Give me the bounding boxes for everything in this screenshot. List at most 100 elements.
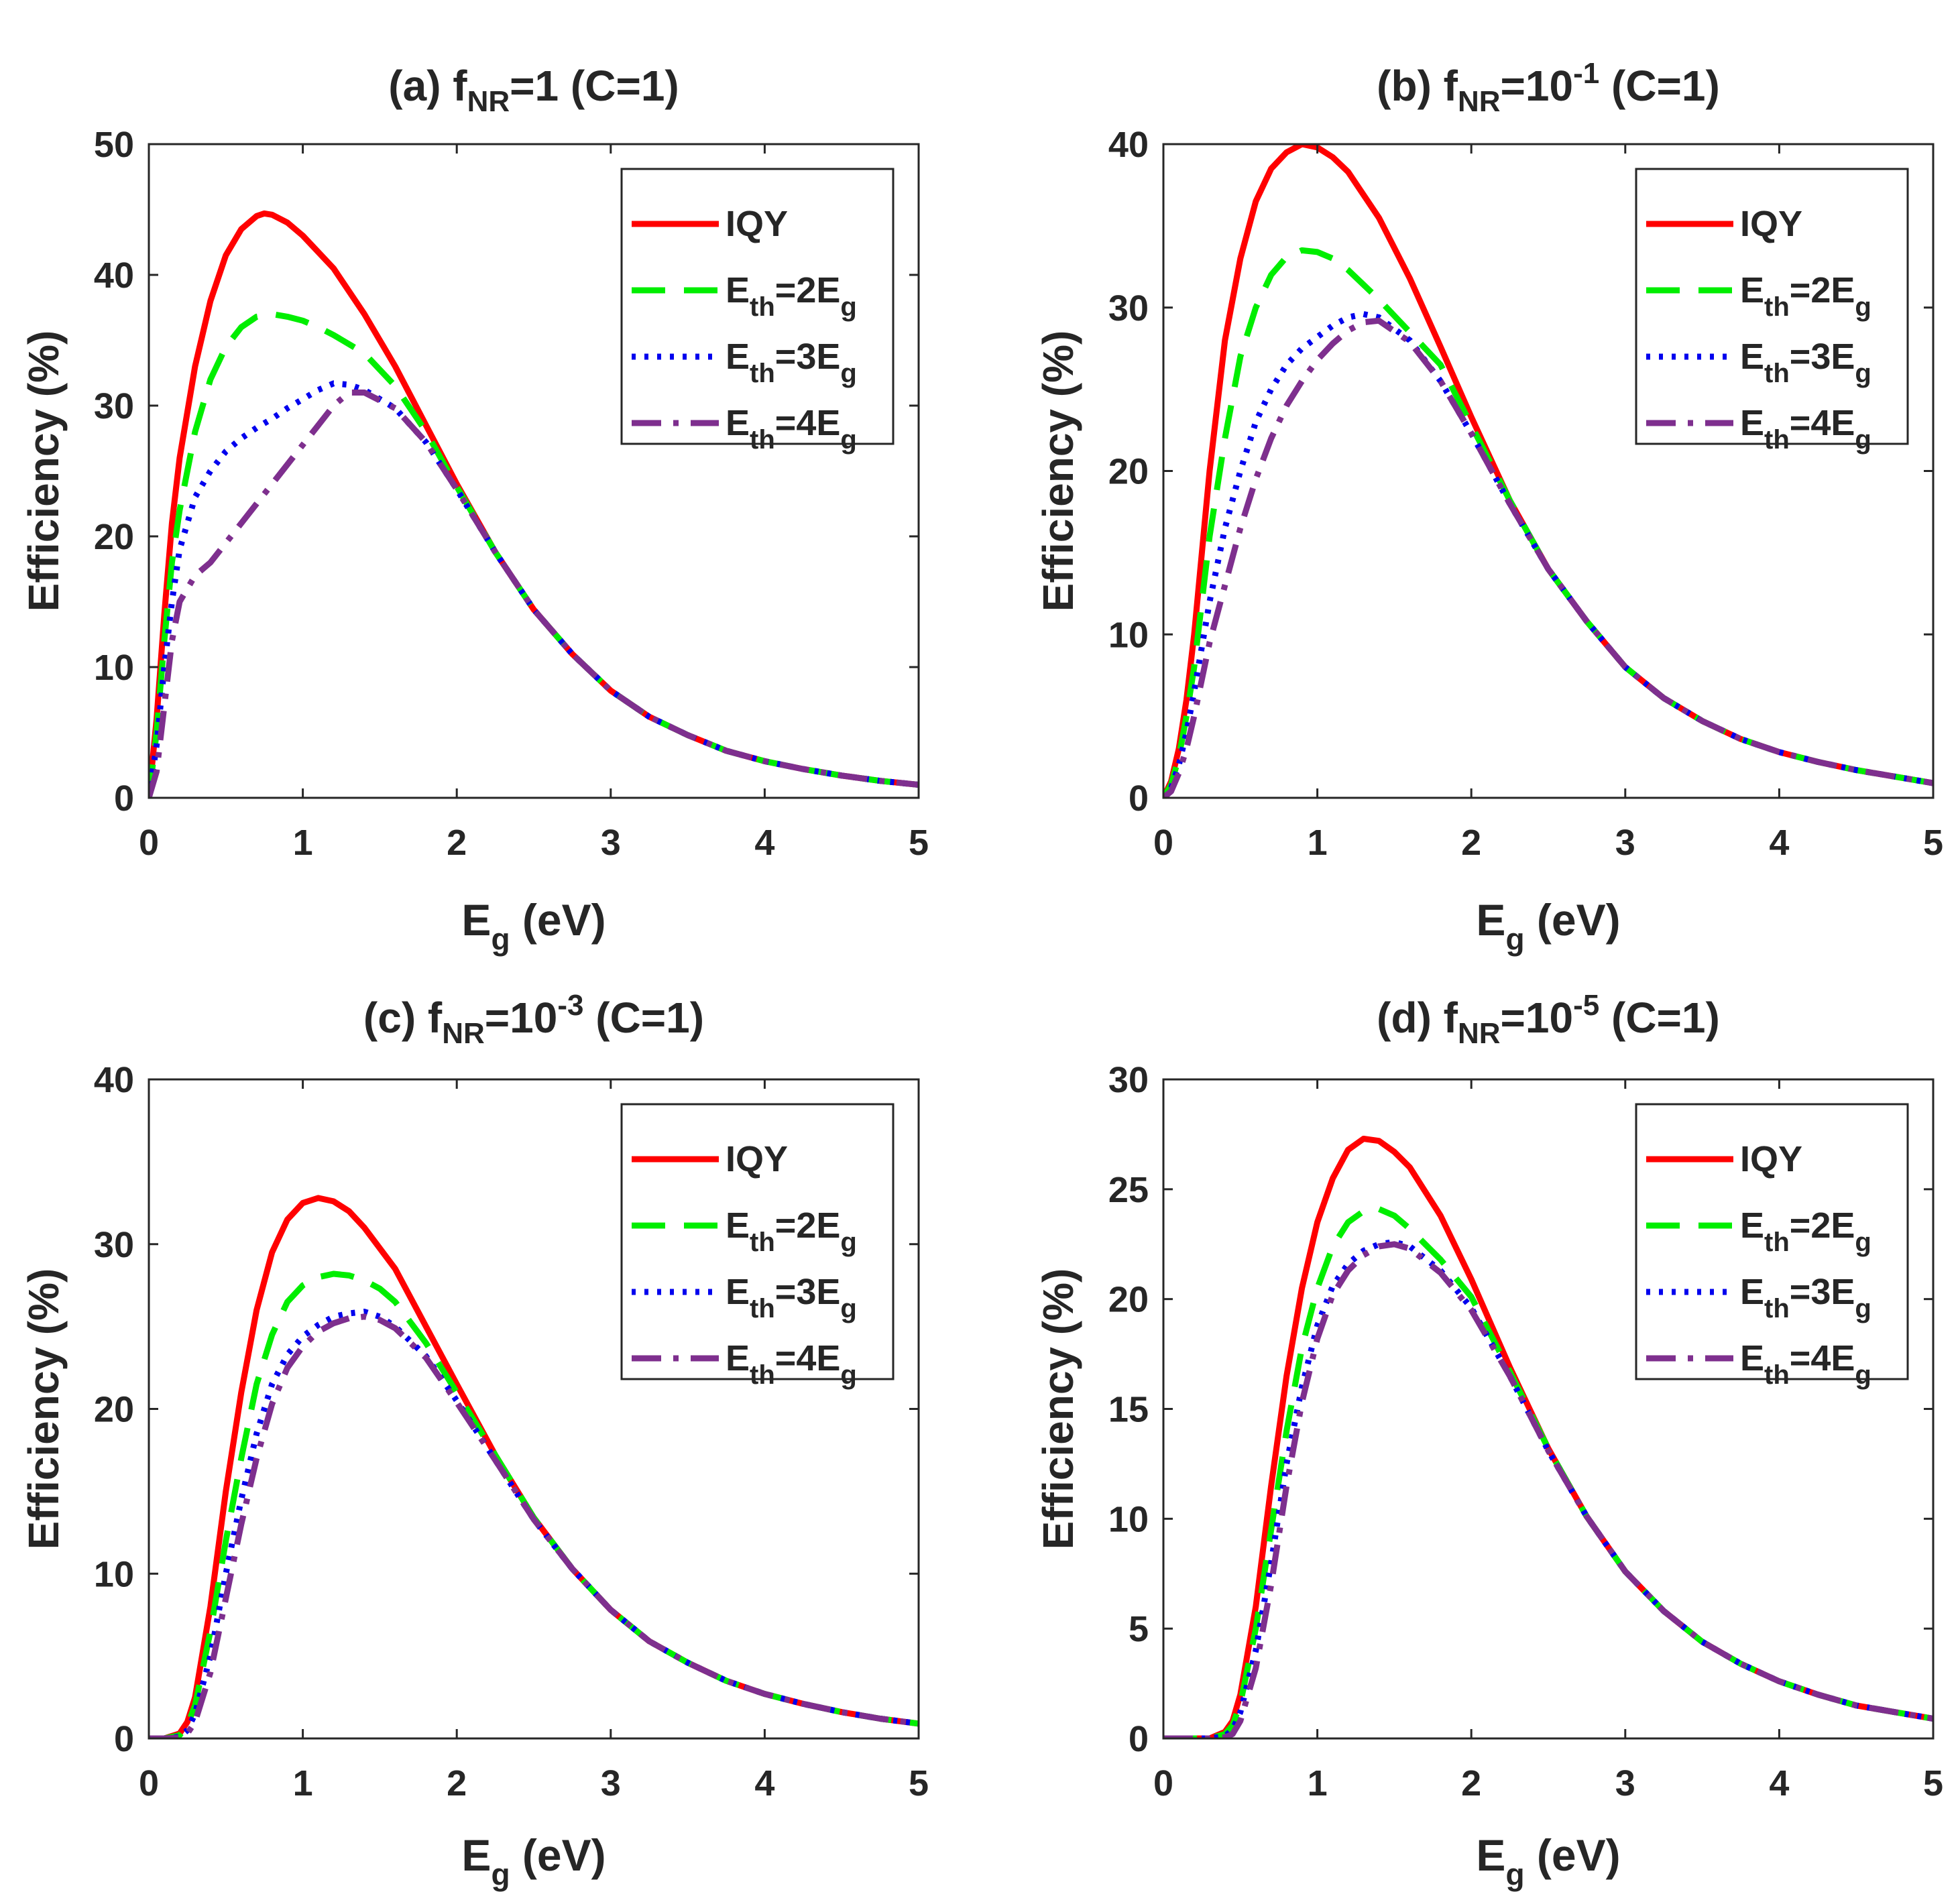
legend-text: E — [726, 270, 750, 310]
legend-text: E — [1740, 1338, 1764, 1378]
y-tick-label: 30 — [94, 1225, 134, 1265]
chart-title: (b) fNR=10-1 (C=1) — [1377, 57, 1720, 118]
legend-text: E — [1740, 337, 1764, 377]
legend-text: E — [1740, 270, 1764, 310]
title-text: (C=1) — [1599, 994, 1720, 1042]
y-tick-label: 20 — [1108, 452, 1149, 492]
title-subscript: NR — [1458, 1017, 1501, 1050]
x-tick-label: 0 — [1153, 823, 1173, 863]
x-label-text: (eV) — [1525, 895, 1621, 945]
series-line-2 — [149, 1270, 919, 1738]
legend-text: =4E — [775, 403, 841, 443]
title-text: =1 — [510, 62, 559, 110]
y-tick-label: 0 — [1129, 1719, 1149, 1759]
y-axis-label: Efficiency (%) — [1034, 331, 1082, 612]
title-text: (d) f — [1377, 994, 1458, 1042]
legend-text: =3E — [1790, 337, 1855, 377]
y-tick-label: 15 — [1108, 1390, 1149, 1430]
x-tick-label: 2 — [1461, 1763, 1481, 1803]
legend-subscript: g — [1855, 1228, 1871, 1257]
legend-text: E — [726, 403, 750, 443]
x-tick-label: 1 — [1308, 823, 1328, 863]
legend-text: E — [726, 1205, 750, 1246]
legend-subscript: g — [840, 425, 856, 455]
x-label-text: E — [461, 1830, 491, 1880]
x-label-text: (eV) — [1525, 1830, 1621, 1880]
legend-subscript: g — [1855, 359, 1871, 388]
legend-label-4: Eth=4Eg — [726, 1338, 857, 1390]
y-axis-label: Efficiency (%) — [19, 331, 68, 612]
y-tick-label: 40 — [1108, 125, 1149, 165]
legend-text: E — [1740, 403, 1764, 443]
x-tick-label: 1 — [293, 1763, 313, 1803]
y-tick-label: 10 — [94, 1554, 134, 1594]
legend-label-3: Eth=3Eg — [726, 337, 857, 388]
legend-subscript: g — [840, 292, 856, 322]
x-label-text: (eV) — [510, 895, 606, 945]
chart-panel-4: 0 1 2 3 4 5 0 5 10 15 20 25 30 (d) fNR=10-5 (C=1) Eg (… — [1034, 989, 1943, 1892]
legend-label-4: Eth=4Eg — [1740, 403, 1871, 455]
legend-subscript: th — [750, 1228, 775, 1257]
legend-label-4: Eth=4Eg — [726, 403, 857, 455]
title-subscript: NR — [442, 1017, 485, 1050]
title-text: (b) f — [1377, 62, 1458, 110]
x-tick-label: 5 — [909, 1763, 929, 1803]
chart-title: (c) fNR=10-3 (C=1) — [363, 989, 704, 1050]
title-subscript: NR — [467, 85, 510, 118]
legend-subscript: th — [1764, 292, 1790, 322]
chart-title: (a) fNR=1 (C=1) — [388, 62, 679, 118]
legend-text: =3E — [1790, 1272, 1855, 1312]
x-tick-label: 4 — [754, 1763, 774, 1803]
y-tick-label: 5 — [1129, 1609, 1149, 1649]
title-superscript: -1 — [1573, 57, 1599, 90]
legend-label-2: Eth=2Eg — [726, 1205, 857, 1257]
title-text: (c) f — [363, 994, 443, 1042]
y-tick-label: 10 — [1108, 615, 1149, 655]
legend-label-4: Eth=4Eg — [1740, 1338, 1871, 1390]
x-tick-label: 4 — [1769, 1763, 1789, 1803]
legend-label-2: Eth=2Eg — [1740, 270, 1871, 322]
title-superscript: -5 — [1573, 989, 1599, 1022]
legend-text: E — [1740, 1272, 1764, 1312]
legend-text: IQY — [1740, 204, 1802, 244]
series-line-2 — [1163, 1205, 1933, 1738]
legend-label-1: IQY — [1740, 1139, 1802, 1179]
legend-text: E — [726, 1338, 750, 1378]
x-label-subscript: g — [491, 922, 510, 957]
y-tick-label: 10 — [94, 648, 134, 688]
legend-subscript: th — [750, 425, 775, 455]
title-subscript: NR — [1458, 85, 1501, 118]
legend-box — [620, 1103, 895, 1380]
legend-text: =3E — [775, 1272, 841, 1312]
x-tick-label: 3 — [601, 1763, 621, 1803]
x-tick-label: 2 — [447, 823, 467, 863]
title-text: (a) f — [388, 62, 467, 110]
y-axis-label: Efficiency (%) — [19, 1268, 68, 1550]
legend-text: =2E — [1790, 1205, 1855, 1246]
x-label-subscript: g — [1505, 1857, 1524, 1892]
legend-box — [1635, 168, 1909, 445]
axes-box — [148, 143, 920, 799]
legend-label-3: Eth=3Eg — [726, 1272, 857, 1323]
y-axis-label: Efficiency (%) — [1034, 1268, 1082, 1550]
x-label-text: E — [1476, 895, 1505, 945]
x-tick-label: 5 — [909, 823, 929, 863]
x-label-text: (eV) — [510, 1830, 606, 1880]
series-line-3 — [1163, 1239, 1933, 1738]
legend-label-1: IQY — [726, 1139, 788, 1179]
chart-panel-3: 0 1 2 3 4 5 0 10 20 30 40 (c) fNR=10-3 (C=1) Eg (eV)… — [19, 989, 929, 1892]
title-text: (C=1) — [559, 62, 679, 110]
x-label-subscript: g — [491, 1857, 510, 1892]
legend-subscript: g — [840, 1228, 856, 1257]
legend-text: E — [726, 337, 750, 377]
x-tick-label: 5 — [1923, 823, 1943, 863]
x-axis-label: Eg (eV) — [461, 895, 606, 957]
legend-subscript: g — [840, 1360, 856, 1390]
series-line-3 — [1163, 311, 1933, 798]
legend-subscript: g — [840, 359, 856, 388]
y-tick-label: 40 — [94, 1060, 134, 1100]
legend-subscript: th — [1764, 1228, 1790, 1257]
chart-title: (d) fNR=10-5 (C=1) — [1377, 989, 1720, 1050]
series-line-1 — [1163, 144, 1933, 798]
y-tick-label: 0 — [114, 1719, 134, 1759]
